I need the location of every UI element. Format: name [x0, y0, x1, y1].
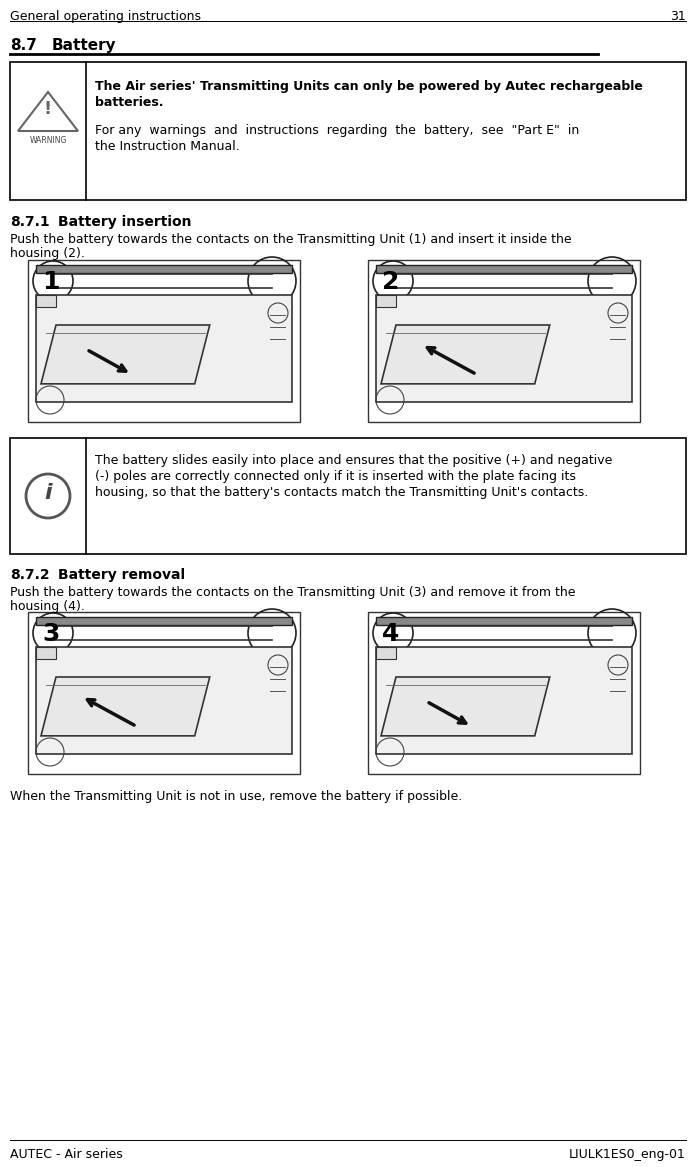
Text: General operating instructions: General operating instructions	[10, 11, 201, 23]
Bar	[36, 647, 292, 754]
Polygon shape	[41, 677, 209, 736]
Bar	[376, 617, 632, 626]
Text: Push the battery towards the contacts on the Transmitting Unit (1) and insert it: Push the battery towards the contacts on…	[10, 233, 571, 246]
Text: Battery insertion: Battery insertion	[58, 215, 191, 229]
Bar	[36, 295, 292, 401]
Bar	[376, 647, 632, 754]
Bar	[10, 62, 686, 200]
Text: !: !	[44, 100, 52, 118]
Bar	[368, 260, 640, 422]
Bar	[10, 438, 686, 554]
Bar	[376, 295, 632, 401]
Text: LIULK1ES0_eng-01: LIULK1ES0_eng-01	[569, 1148, 686, 1161]
Text: 8.7: 8.7	[10, 39, 37, 53]
Bar	[376, 617, 632, 626]
Bar	[376, 647, 396, 659]
Bar	[376, 295, 396, 307]
Text: (-) poles are correctly connected only if it is inserted with the plate facing i: (-) poles are correctly connected only i…	[95, 470, 576, 483]
Text: For any  warnings  and  instructions  regarding  the  battery,  see  "Part E"  i: For any warnings and instructions regard…	[95, 124, 579, 137]
Text: The battery slides easily into place and ensures that the positive (+) and negat: The battery slides easily into place and…	[95, 454, 612, 467]
Text: Push the battery towards the contacts on the Transmitting Unit (3) and remove it: Push the battery towards the contacts on…	[10, 586, 576, 599]
Text: The Air series' Transmitting Units can only be powered by Autec rechargeable: The Air series' Transmitting Units can o…	[95, 81, 643, 93]
Bar	[368, 612, 640, 774]
Bar	[28, 260, 300, 422]
Text: 4: 4	[382, 622, 400, 647]
Polygon shape	[381, 324, 550, 384]
Bar	[36, 265, 292, 273]
Text: the Instruction Manual.: the Instruction Manual.	[95, 140, 239, 153]
Bar	[36, 617, 292, 626]
Text: 3: 3	[42, 622, 59, 647]
Polygon shape	[381, 677, 550, 736]
Text: 2: 2	[382, 270, 400, 294]
Text: AUTEC - Air series: AUTEC - Air series	[10, 1148, 122, 1161]
Bar	[376, 265, 632, 273]
Bar	[376, 265, 632, 273]
Bar	[28, 612, 300, 774]
Text: 8.7.1: 8.7.1	[10, 215, 49, 229]
Text: i: i	[44, 483, 52, 503]
Bar	[36, 647, 56, 659]
Bar	[36, 617, 292, 626]
Text: housing, so that the battery's contacts match the Transmitting Unit's contacts.: housing, so that the battery's contacts …	[95, 485, 588, 499]
Text: Battery removal: Battery removal	[58, 568, 185, 582]
Bar	[36, 295, 56, 307]
Text: 31: 31	[670, 11, 686, 23]
Text: batteries.: batteries.	[95, 96, 164, 109]
Text: housing (4).: housing (4).	[10, 600, 85, 613]
Text: Battery: Battery	[52, 39, 117, 53]
Polygon shape	[41, 324, 209, 384]
Text: When the Transmitting Unit is not in use, remove the battery if possible.: When the Transmitting Unit is not in use…	[10, 790, 462, 803]
Text: 1: 1	[42, 270, 59, 294]
Text: WARNING: WARNING	[29, 137, 67, 145]
Bar	[36, 265, 292, 273]
Text: 8.7.2: 8.7.2	[10, 568, 49, 582]
Text: housing (2).: housing (2).	[10, 247, 85, 260]
